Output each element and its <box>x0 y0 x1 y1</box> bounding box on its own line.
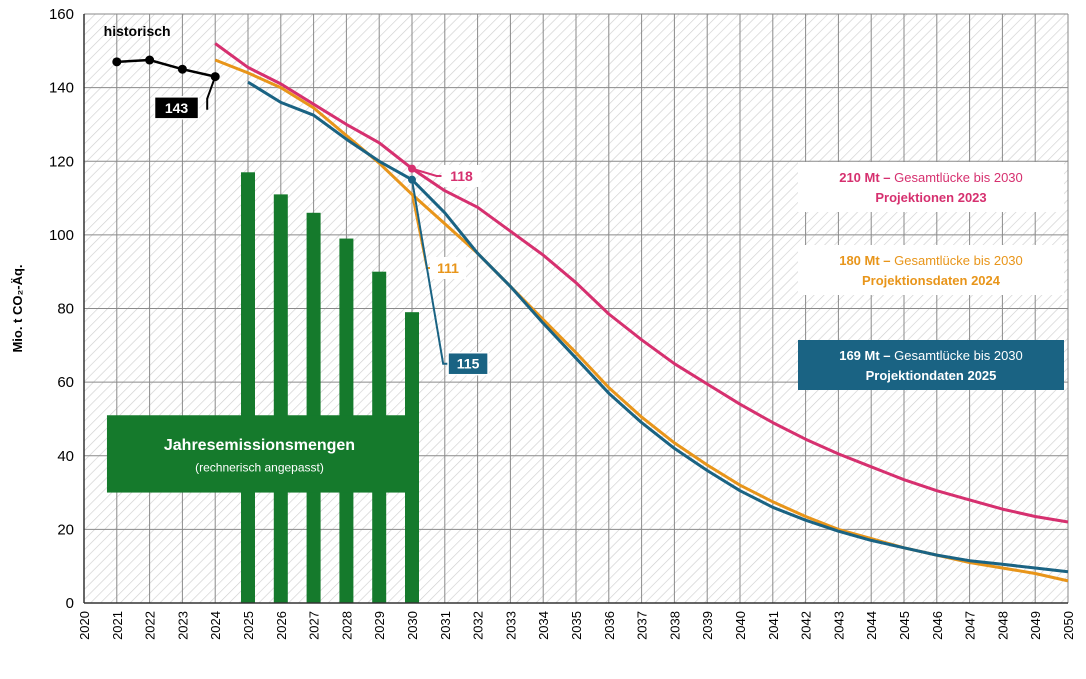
x-tick-label: 2050 <box>1061 611 1076 640</box>
bar-series <box>241 172 419 603</box>
callout-label-p2024: 111 <box>437 260 459 276</box>
legend-gap-text: Gesamtlücke bis 2030 <box>891 253 1023 268</box>
x-tick-label: 2047 <box>963 611 978 640</box>
legend-amount: 180 Mt – <box>839 253 890 268</box>
legend-gap-text: Gesamtlücke bis 2030 <box>891 348 1023 363</box>
y-tick-label: 140 <box>49 80 74 97</box>
x-tick-label: 2035 <box>569 611 584 640</box>
legend-amount: 169 Mt – <box>839 348 890 363</box>
x-tick-label: 2033 <box>503 611 518 640</box>
x-tick-label: 2045 <box>897 611 912 640</box>
y-tick-label: 40 <box>57 448 74 465</box>
x-tick-label: 2030 <box>405 611 420 640</box>
x-tick-label: 2043 <box>831 611 846 640</box>
y-axis-label: Mio. t CO₂-Äq. <box>10 264 25 352</box>
x-tick-label: 2021 <box>110 611 125 640</box>
callout-leader-p2025 <box>411 179 449 365</box>
y-tick-label: 100 <box>49 227 74 244</box>
legend-line2-p2025: Projektiondaten 2025 <box>866 368 997 383</box>
emission-bar <box>273 194 288 603</box>
x-tick-label: 2032 <box>471 611 486 640</box>
x-tick-label: 2048 <box>995 611 1010 640</box>
callout-box-hist <box>153 96 200 120</box>
bar-label-background <box>106 415 413 493</box>
callout-label-hist: 143 <box>165 100 189 116</box>
x-tick-label: 2031 <box>438 611 453 640</box>
callout-box-p2025 <box>447 351 489 376</box>
y-tick-label: 0 <box>66 595 74 612</box>
legend-line2-p2023: Projektionen 2023 <box>875 190 986 205</box>
legend-amount: 210 Mt – <box>839 170 890 185</box>
x-tick-label: 2041 <box>766 611 781 640</box>
callout-leader-p2023 <box>411 167 442 177</box>
x-tick-label: 2028 <box>339 611 354 640</box>
x-tick-label: 2023 <box>175 611 190 640</box>
callout-label-p2023: 118 <box>450 168 473 184</box>
x-tick-label: 2042 <box>799 611 814 640</box>
series-line-p2023 <box>214 42 1069 524</box>
y-tick-label: 80 <box>57 301 74 318</box>
series-line-historisch <box>116 58 216 78</box>
x-tick-label: 2027 <box>307 611 322 640</box>
series-line-p2025 <box>247 80 1069 574</box>
x-tick-label: 2025 <box>241 611 256 640</box>
bar-label-title: Jahresemissionsmengen <box>164 437 355 454</box>
legend-box-p2023 <box>798 162 1064 212</box>
historisch-point <box>145 55 155 65</box>
x-tick-label: 2024 <box>208 611 223 640</box>
historisch-label: historisch <box>104 23 171 39</box>
callout-box-p2024 <box>430 257 467 280</box>
legend-boxes: 210 Mt – Gesamtlücke bis 2030 Projektione… <box>798 162 1064 390</box>
emission-bar <box>241 172 255 603</box>
x-tick-label: 2040 <box>733 611 748 640</box>
y-tick-label: 120 <box>49 153 74 170</box>
x-tick-label: 2034 <box>536 611 551 640</box>
x-tick-label: 2026 <box>274 611 289 640</box>
legend-line1-p2023: 210 Mt – Gesamtlücke bis 2030 <box>839 170 1023 185</box>
callout-label-p2025: 115 <box>457 356 480 372</box>
callout-leader-hist <box>206 76 217 110</box>
historisch-point <box>177 64 187 74</box>
value-callouts: 143 118 111 115 <box>153 76 489 376</box>
x-tick-label: 2029 <box>372 611 387 640</box>
x-tick-label: 2036 <box>602 611 617 640</box>
emission-bar <box>306 212 321 603</box>
historisch-point <box>112 57 122 67</box>
legend-line2-p2024: Projektionsdaten 2024 <box>862 273 1001 288</box>
x-tick-label: 2020 <box>77 611 92 640</box>
legend-line1-p2025: 169 Mt – Gesamtlücke bis 2030 <box>839 348 1023 363</box>
y-tick-label: 20 <box>57 521 74 538</box>
x-tick-label: 2044 <box>864 611 879 640</box>
x-tick-label: 2049 <box>1028 611 1043 640</box>
line-series: historisch <box>104 23 1069 583</box>
y-tick-label: 160 <box>49 6 74 23</box>
y-tick-label: 60 <box>57 374 74 391</box>
callout-box-p2023 <box>441 164 482 187</box>
x-tick-label: 2039 <box>700 611 715 640</box>
legend-gap-text: Gesamtlücke bis 2030 <box>891 170 1023 185</box>
legend-box-p2025 <box>798 340 1064 390</box>
x-tick-label: 2037 <box>635 611 650 640</box>
bar-label-box: Jahresemissionsmengen (rechnerisch angepa… <box>106 415 413 493</box>
legend-line1-p2024: 180 Mt – Gesamtlücke bis 2030 <box>839 253 1023 268</box>
x-tick-label: 2038 <box>667 611 682 640</box>
bar-label-subtitle: (rechnerisch angepasst) <box>195 461 324 475</box>
legend-box-p2024 <box>798 245 1064 295</box>
x-tick-label: 2046 <box>930 611 945 640</box>
x-tick-label: 2022 <box>143 611 158 640</box>
